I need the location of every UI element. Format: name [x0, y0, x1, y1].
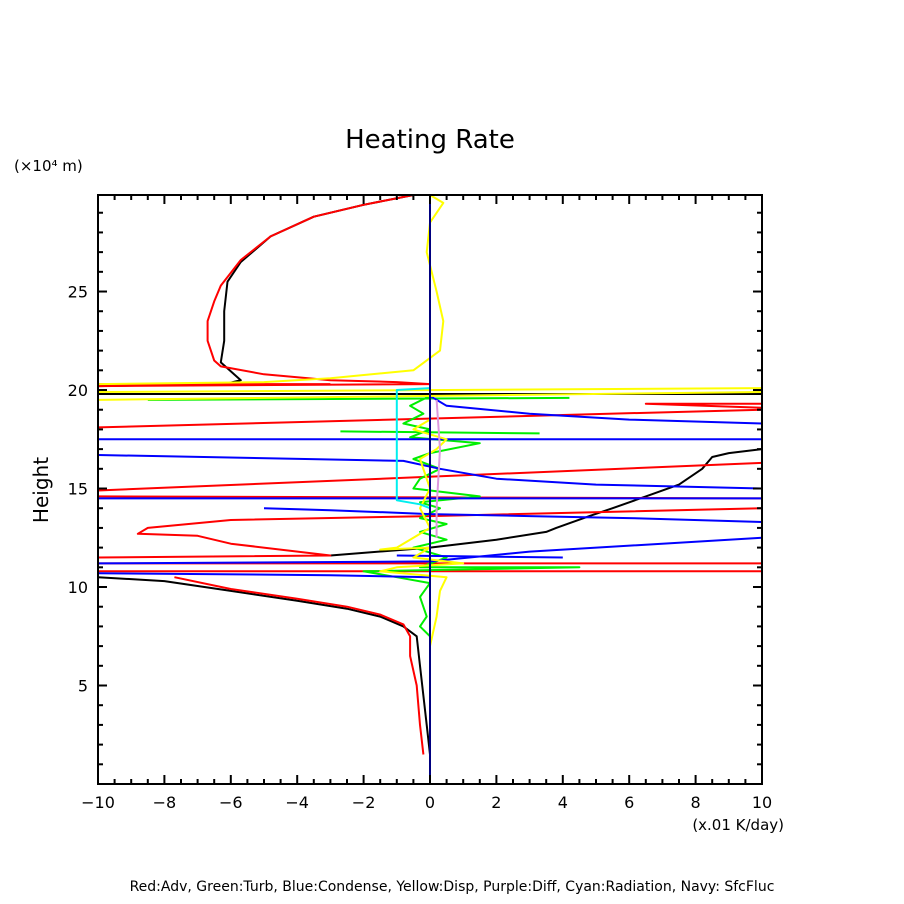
y-unit-label: (×10⁴ m) — [14, 157, 83, 175]
series-line-segment — [396, 554, 563, 559]
x-tick-label: 8 — [691, 793, 701, 812]
series-purple-diff — [435, 399, 441, 538]
series-line-segment — [147, 396, 570, 401]
x-tick-label: −2 — [352, 793, 376, 812]
x-tick-label: −10 — [81, 793, 115, 812]
series-blue-condense — [98, 395, 762, 579]
series-line-segment — [98, 195, 445, 386]
legend: Red:Adv, Green:Turb, Blue:Condense, Yell… — [130, 879, 775, 895]
x-tick-label: −6 — [219, 793, 243, 812]
series-line-segment — [435, 399, 441, 538]
y-tick-label: 25 — [68, 283, 88, 302]
series-line-segment — [98, 507, 762, 559]
x-tick-label: 4 — [558, 793, 568, 812]
series-line-segment — [330, 448, 762, 557]
y-tick-label: 15 — [68, 480, 88, 499]
series-line-segment — [263, 507, 762, 523]
series-line-segment — [379, 418, 465, 647]
y-tick-label: 10 — [68, 578, 88, 597]
series-line-segment — [98, 195, 414, 388]
x-ticks: −10 −8 −6 −4 −2 0 2 4 6 8 10 — [81, 195, 772, 812]
y-tick-label: 5 — [78, 677, 88, 696]
series-line-segment — [98, 576, 431, 755]
x-tick-label: 6 — [624, 793, 634, 812]
x-tick-label: 0 — [425, 793, 435, 812]
series-line-segment — [395, 387, 431, 510]
x-tick-label: 10 — [752, 793, 772, 812]
series-line-segment — [174, 576, 425, 755]
series-line-segment — [98, 195, 431, 388]
x-axis-label: (x.01 K/day) — [692, 816, 784, 834]
x-tick-label: 2 — [491, 793, 501, 812]
chart-title: Heating Rate — [345, 125, 515, 155]
x-tick-label: −4 — [285, 793, 309, 812]
series-cyan-radiation — [395, 387, 431, 510]
series-line-segment — [98, 454, 762, 490]
series-line-segment — [644, 402, 762, 409]
series-line-segment — [98, 572, 431, 579]
y-tick-label: 20 — [68, 381, 88, 400]
series-line-segment — [340, 430, 540, 435]
y-axis-label: Height — [29, 457, 53, 523]
y-ticks: 5 10 15 20 25 — [68, 211, 762, 766]
series-lines — [98, 195, 762, 784]
x-tick-label: −8 — [153, 793, 177, 812]
series-line-segment — [429, 395, 762, 425]
